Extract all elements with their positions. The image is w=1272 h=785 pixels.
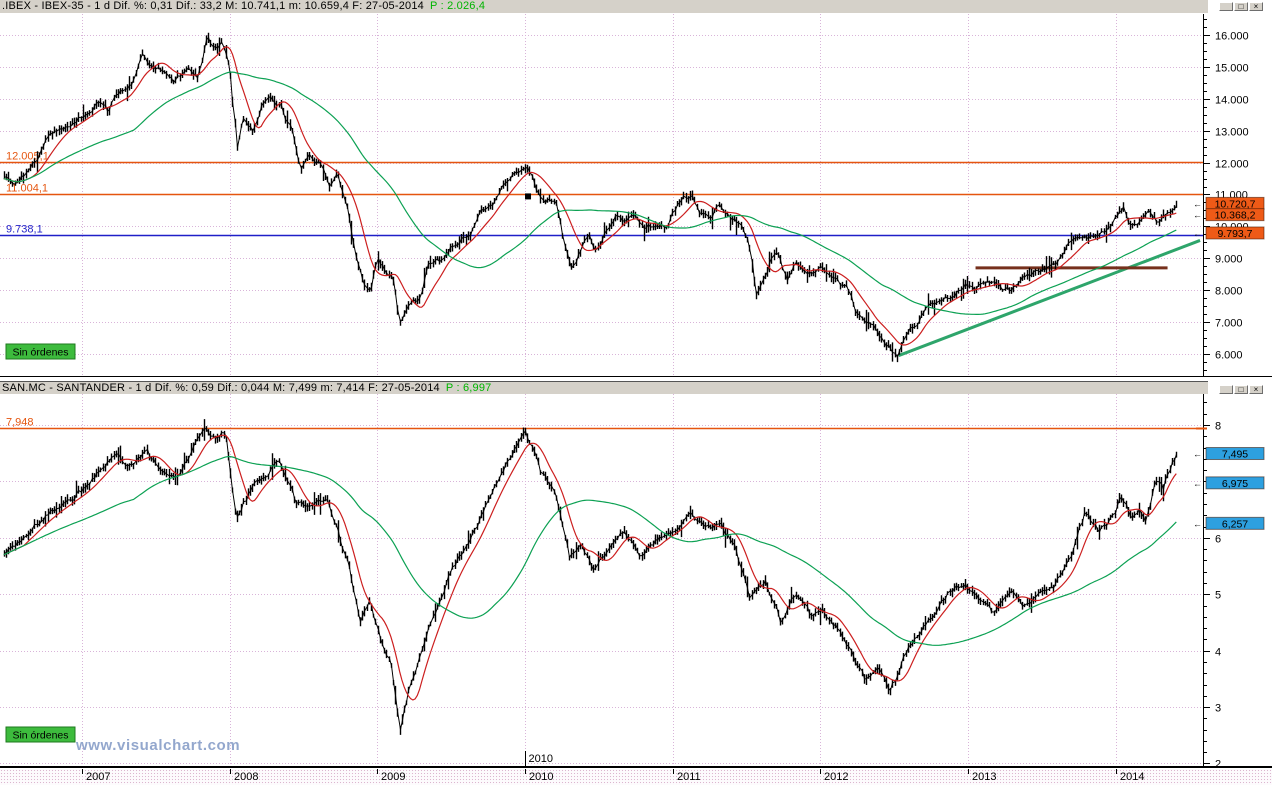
year-tick [82, 769, 83, 774]
badge-arrow-icon: ← [1193, 519, 1202, 529]
svg-text:6: 6 [1215, 534, 1221, 546]
drawn-segments[interactable] [898, 239, 1201, 357]
price-series [3, 419, 1178, 735]
year-tick [820, 769, 821, 774]
ibex-p-value: P : 2.026,4 [429, 0, 486, 12]
maximize-icon[interactable]: □ [1234, 385, 1248, 394]
year-label: 2012 [824, 771, 849, 783]
santander-p-value: P : 6,997 [445, 382, 492, 394]
price-series [3, 32, 1178, 363]
horizontal-price-lines: 12.005,1 11.004,1 9.738,1 [0, 151, 1203, 237]
svg-text:Sin órdenes: Sin órdenes [12, 730, 68, 742]
price-badge [1205, 447, 1265, 461]
badge-arrow-icon: ← [1193, 478, 1202, 488]
svg-text:6.000: 6.000 [1215, 350, 1243, 362]
price-badges: ← 10.720,7 ← 10.368,2 ← 9.793,7 [1193, 196, 1265, 240]
ma-slow-line [3, 71, 1177, 315]
year-label: 2014 [1120, 771, 1145, 783]
svg-text:14.000: 14.000 [1215, 95, 1249, 107]
svg-text:7,948: 7,948 [6, 417, 34, 429]
svg-text:6,257: 6,257 [1222, 518, 1248, 530]
ma-slow-line [3, 455, 1177, 646]
time-axis-strip[interactable]: 2007 2008 2009 2010 2011 2012 2013 2014 [0, 769, 1272, 785]
price-badge [1205, 476, 1265, 490]
svg-text:12.005,1: 12.005,1 [6, 151, 49, 163]
svg-text:3: 3 [1215, 703, 1221, 715]
svg-text:7,495: 7,495 [1222, 449, 1248, 461]
year-label: 2013 [972, 771, 997, 783]
price-badges: ← 7,495 ← 6,975 ← 6,257 [1193, 447, 1265, 530]
badge-arrow-icon: ← [1193, 210, 1202, 220]
ibex-chart-canvas[interactable]: 12.005,1 11.004,1 9.738,1 16.000 15.000 14.00… [0, 14, 1272, 377]
santander-window-controls: _ □ × [1219, 385, 1263, 394]
svg-text:13.000: 13.000 [1215, 127, 1249, 139]
badge-arrow-icon: ← [1193, 199, 1202, 209]
ma-fast-line [3, 46, 1177, 346]
year-tick [525, 769, 526, 774]
year-tick [673, 769, 674, 774]
minimize-icon[interactable]: _ [1219, 385, 1233, 394]
svg-text:10.368,2: 10.368,2 [1215, 210, 1256, 222]
svg-text:9.793,7: 9.793,7 [1217, 228, 1252, 240]
minimize-icon[interactable]: _ [1219, 2, 1233, 11]
year-label: 2010 [529, 771, 554, 783]
date-marker-label: 2010 [529, 753, 553, 765]
svg-text:9.738,1: 9.738,1 [6, 224, 43, 236]
svg-text:Sin órdenes: Sin órdenes [12, 347, 68, 359]
svg-text:9.000: 9.000 [1215, 254, 1243, 266]
svg-text:15.000: 15.000 [1215, 63, 1249, 75]
chart-object-anchor[interactable] [525, 193, 532, 200]
ibex-window-controls: _ □ × [1219, 2, 1263, 11]
ibex-title-bar: .IBEX - IBEX-35 - 1 d Dif. %: 0,31 Dif.:… [0, 0, 1208, 13]
santander-title-bar: SAN.MC - SANTANDER - 1 d Dif. %: 0,59 Di… [0, 381, 1208, 394]
price-badge [1205, 516, 1265, 530]
no-orders-badge: Sin órdenes [5, 726, 76, 743]
price-midline [4, 428, 1177, 730]
svg-text:7.000: 7.000 [1215, 318, 1243, 330]
year-tick [230, 769, 231, 774]
svg-text:16.000: 16.000 [1215, 31, 1249, 43]
trend-line [898, 239, 1201, 357]
svg-text:2: 2 [1215, 759, 1221, 769]
santander-title-text: SAN.MC - SANTANDER - 1 d Dif. %: 0,59 Di… [2, 382, 440, 394]
year-tick [968, 769, 969, 774]
svg-text:5: 5 [1215, 590, 1221, 602]
svg-text:10.720,7: 10.720,7 [1215, 198, 1256, 210]
close-icon[interactable]: × [1249, 2, 1263, 11]
ibex-title-text: .IBEX - IBEX-35 - 1 d Dif. %: 0,31 Dif.:… [2, 0, 424, 12]
no-orders-badge: Sin órdenes [5, 343, 76, 360]
svg-text:4: 4 [1215, 647, 1221, 659]
horizontal-price-lines: 7,948 [0, 417, 1203, 430]
svg-text:6,975: 6,975 [1222, 478, 1248, 490]
ma-fast-line [3, 434, 1177, 701]
visualchart-watermark: www.visualchart.com [76, 737, 241, 754]
year-label: 2011 [677, 771, 701, 783]
year-label: 2007 [86, 771, 111, 783]
value-axis[interactable]: 16.00015.00014.00013.00012.00011.00010.0… [1203, 14, 1249, 377]
price-badge [1205, 208, 1265, 222]
year-label: 2009 [381, 771, 406, 783]
year-tick [1116, 769, 1117, 774]
year-tick [377, 769, 378, 774]
svg-text:12.000: 12.000 [1215, 159, 1249, 171]
badge-arrow-icon: ← [1193, 449, 1202, 459]
grid [0, 394, 1203, 768]
price-badge [1205, 226, 1265, 240]
price-midline [4, 36, 1177, 359]
svg-text:8: 8 [1215, 421, 1221, 433]
grid [0, 14, 1203, 377]
svg-text:8.000: 8.000 [1215, 286, 1243, 298]
badge-arrow-icon: ← [1193, 228, 1202, 238]
svg-text:11.004,1: 11.004,1 [6, 183, 48, 195]
year-label: 2008 [234, 771, 259, 783]
close-icon[interactable]: × [1249, 385, 1263, 394]
maximize-icon[interactable]: □ [1234, 2, 1248, 11]
